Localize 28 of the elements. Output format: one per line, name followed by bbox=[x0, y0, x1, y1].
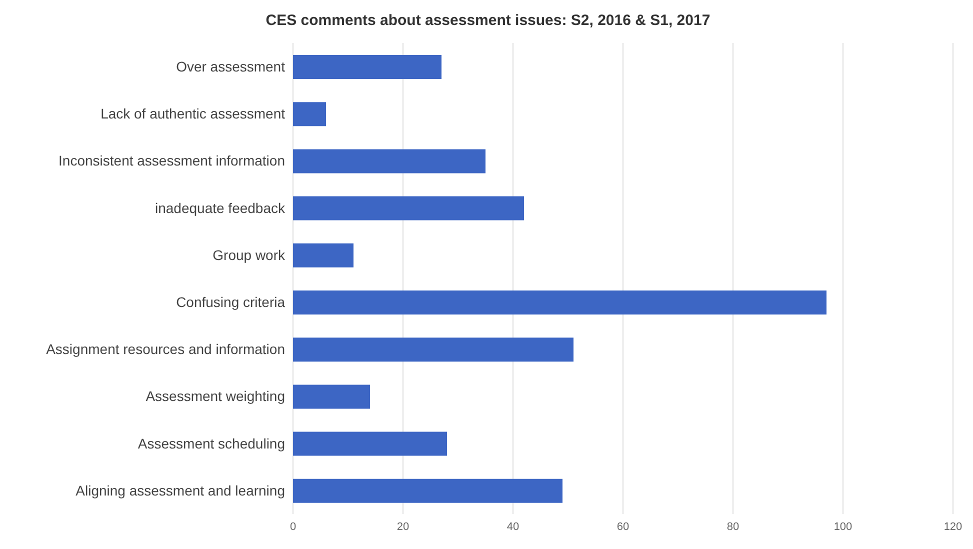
y-tick-label: Aligning assessment and learning bbox=[76, 482, 285, 498]
chart-title: CES comments about assessment issues: S2, 2016 & S1, 2017 bbox=[264, 11, 712, 31]
y-tick-label: Lack of authentic assessment bbox=[100, 106, 286, 122]
bar bbox=[293, 243, 354, 268]
x-tick-label: 80 bbox=[726, 520, 740, 533]
x-tick-label: 40 bbox=[506, 520, 520, 533]
y-tick-label: Group work bbox=[212, 246, 286, 263]
y-tick-label: Assessment weighting bbox=[146, 388, 285, 404]
bar bbox=[293, 338, 574, 362]
x-tick-label: 0 bbox=[290, 520, 296, 533]
x-tick-label: 120 bbox=[944, 520, 962, 533]
bar bbox=[293, 149, 486, 174]
x-tick-label: 20 bbox=[396, 520, 410, 533]
y-tick-label: Inconsistent assessment information bbox=[58, 152, 285, 169]
y-tick-label: Assessment scheduling bbox=[138, 435, 285, 452]
y-tick-label: Over assessment bbox=[176, 58, 286, 75]
bar bbox=[293, 432, 447, 456]
x-tick-label: 60 bbox=[616, 520, 630, 533]
bar bbox=[293, 55, 442, 79]
y-tick-label: Confusing criteria bbox=[176, 294, 286, 310]
bar bbox=[293, 384, 370, 409]
bar bbox=[293, 478, 562, 503]
bar bbox=[293, 102, 326, 126]
bar bbox=[293, 196, 524, 220]
bar bbox=[293, 290, 826, 314]
y-tick-label: inadequate feedback bbox=[155, 200, 286, 216]
y-tick-label: Assignment resources and information bbox=[46, 341, 285, 358]
x-tick-label: 100 bbox=[834, 520, 852, 533]
